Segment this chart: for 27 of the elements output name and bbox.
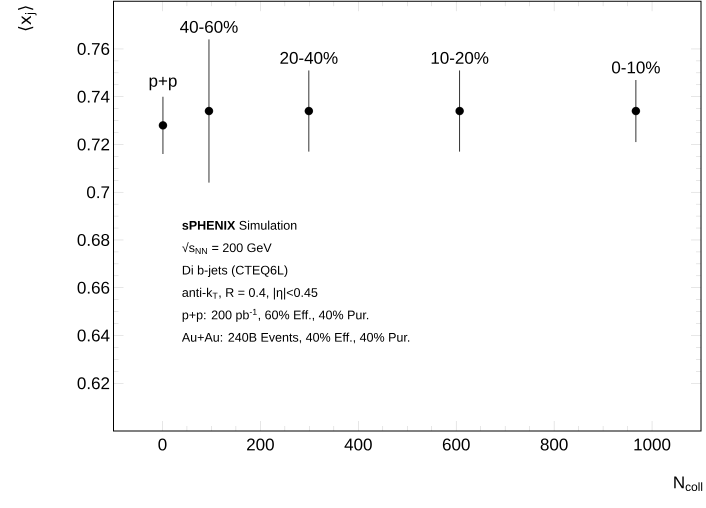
annotation: 40-60% [180, 20, 238, 33]
y-tick-label: 0.72 [78, 138, 110, 150]
y-tick-label: 0.62 [78, 377, 110, 390]
annotation: p+p [150, 76, 177, 90]
annotation: 20-40% [280, 52, 338, 64]
y-tick-label: 0.66 [78, 282, 110, 294]
x-tick-label: 600 [442, 438, 470, 451]
annotation: 0-10% [612, 61, 660, 74]
y-tick-label: 0.74 [78, 90, 110, 103]
annotation: Au+Au: 240B Events, 40% Eff., 40% Pur. [182, 332, 410, 344]
annotation: Di b-jets (CTEQ6L) [182, 265, 288, 278]
y-tick-label: 0.76 [78, 42, 110, 55]
x-tick-label: 1000 [634, 438, 670, 451]
y-tick-label: 0.7 [87, 186, 110, 198]
x-tick-label: 400 [344, 438, 372, 451]
annotation: p+p: 200 pb$^{-1}$, 60% Eff., 40% Pur. [182, 308, 368, 322]
annotation: anti-k$_{T}$, R = 0.4, |η|<0.45 [182, 288, 318, 300]
x-axis-title: N$_{coll}$ [674, 476, 702, 492]
x-tick-label: 200 [247, 438, 274, 451]
y-axis-title: ⟨x$_{j}$⟩ [18, 6, 37, 30]
annotation: √s$_{NN}$ = 200 GeV [182, 242, 272, 254]
y-tick-label: 0.68 [78, 234, 110, 246]
x-tick-label: 800 [540, 438, 568, 451]
annotation: 10-20% [432, 52, 488, 64]
annotation: sPHENIX Simulation [182, 220, 296, 230]
x-tick-label: 0 [158, 438, 167, 451]
y-tick-label: 0.64 [78, 329, 110, 342]
